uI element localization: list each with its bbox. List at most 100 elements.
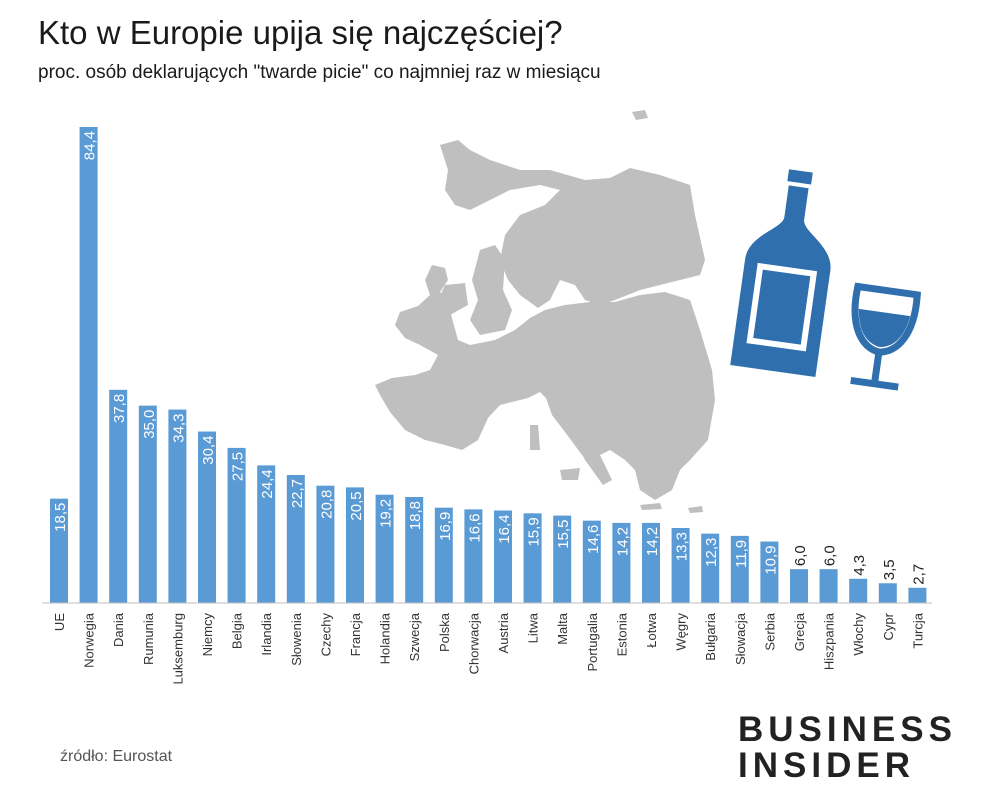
bar-value-label: 35,0 bbox=[141, 410, 158, 439]
logo-line-2: INSIDER bbox=[738, 746, 915, 785]
bar-value-label: 16,6 bbox=[466, 513, 483, 542]
bar-value-label: 6,0 bbox=[792, 545, 809, 566]
x-tick-label: Włochy bbox=[851, 613, 866, 656]
x-tick-label: Belgia bbox=[230, 612, 245, 649]
bar-irlandia bbox=[257, 465, 276, 603]
x-tick-label: Holandia bbox=[378, 612, 393, 664]
bar-value-label: 12,3 bbox=[703, 538, 720, 567]
bar-bułgaria bbox=[701, 533, 720, 603]
bar-serbia bbox=[760, 541, 779, 603]
wine-bottle-icon bbox=[730, 169, 831, 377]
bar-value-label: 18,5 bbox=[52, 503, 69, 532]
bar-value-label: 16,9 bbox=[437, 512, 454, 541]
x-tick-label: Grecja bbox=[792, 612, 807, 651]
bar-szwecja bbox=[405, 496, 424, 603]
x-tick-label: Francja bbox=[348, 612, 363, 656]
bar-słowenia bbox=[286, 474, 305, 603]
x-tick-label: Hiszpania bbox=[822, 612, 837, 670]
bar-value-label: 22,7 bbox=[289, 479, 306, 508]
x-tick-label: Estonia bbox=[614, 612, 629, 656]
x-tick-label: Czechy bbox=[318, 613, 333, 657]
bar-austria bbox=[494, 510, 512, 603]
source-note: źródło: Eurostat bbox=[60, 748, 173, 765]
bars-layer: 18,5 84,4 37,8 35,0 34,3 30,4 27,5 24,4 22,7 20,8… bbox=[50, 127, 927, 603]
business-insider-logo: BUSINESS INSIDER bbox=[738, 712, 957, 784]
bar-value-label: 18,8 bbox=[407, 501, 424, 530]
bar-value-label: 19,2 bbox=[378, 499, 395, 528]
chart-subtitle: proc. osób deklarujących "twarde picie" … bbox=[38, 62, 601, 83]
bar-value-label: 15,9 bbox=[526, 517, 543, 546]
bar-value-label: 27,5 bbox=[230, 452, 247, 481]
bar-value-label: 3,5 bbox=[881, 559, 898, 580]
x-tick-label: Węgry bbox=[674, 613, 689, 651]
bar-value-label: 37,8 bbox=[111, 394, 128, 423]
x-tick-label: Słowenia bbox=[289, 612, 304, 666]
bar-value-label: 30,4 bbox=[200, 436, 217, 465]
bar-value-label: 16,4 bbox=[496, 515, 513, 544]
x-tick-label: Niemcy bbox=[200, 613, 215, 657]
bar-value-label: 34,3 bbox=[170, 414, 187, 443]
bar-value-label: 11,9 bbox=[733, 540, 750, 568]
bar-chorwacja bbox=[464, 509, 483, 603]
bar-malta bbox=[553, 515, 572, 603]
bar-luksemburg bbox=[168, 409, 187, 603]
bar-value-label: 14,2 bbox=[614, 527, 631, 556]
bar-norwegia bbox=[79, 127, 98, 603]
bar-węgry bbox=[671, 527, 690, 603]
x-tick-label: Turcja bbox=[910, 612, 925, 648]
bar-holandia bbox=[375, 494, 394, 603]
bar-value-label: 20,5 bbox=[348, 491, 365, 520]
bar-francja bbox=[346, 487, 364, 603]
wine-glass-icon bbox=[850, 282, 921, 391]
x-tick-label: Szwecja bbox=[407, 612, 422, 661]
bar-polska bbox=[434, 507, 453, 603]
x-tick-label: Dania bbox=[111, 612, 126, 647]
x-tick-label: UE bbox=[52, 613, 67, 631]
bar-value-label: 84,4 bbox=[82, 131, 99, 160]
x-tick-label: Bułgaria bbox=[703, 612, 718, 660]
bar-rumunia bbox=[138, 405, 157, 603]
x-tick-label: Cypr bbox=[881, 612, 896, 640]
bar-dania bbox=[109, 389, 128, 603]
europe-map bbox=[375, 110, 715, 513]
x-tick-label: Litwa bbox=[526, 612, 541, 643]
bar-value-label: 13,3 bbox=[674, 532, 691, 561]
bar-value-label: 6,0 bbox=[822, 545, 839, 566]
x-tick-label: Luksemburg bbox=[170, 613, 185, 685]
x-tick-label: Łotwa bbox=[644, 612, 659, 647]
bar-value-label: 20,8 bbox=[318, 490, 335, 519]
bar-value-label: 24,4 bbox=[259, 469, 276, 498]
x-tick-label: Portugalia bbox=[585, 612, 600, 671]
bar-value-label: 2,7 bbox=[910, 564, 927, 585]
bar-value-label: 14,6 bbox=[585, 525, 602, 554]
bar-hiszpania bbox=[819, 569, 838, 603]
x-tick-label: Norwegia bbox=[82, 612, 97, 668]
bar-turcja bbox=[908, 587, 927, 603]
bar-value-label: 4,3 bbox=[851, 555, 868, 576]
bar-portugalia bbox=[582, 520, 601, 603]
x-tick-label: Chorwacja bbox=[466, 612, 481, 674]
x-tick-label: Słowacja bbox=[733, 612, 748, 665]
bar-słowacja bbox=[730, 535, 749, 603]
chart-title: Kto w Europie upija się najczęściej? bbox=[38, 14, 563, 51]
bar-estonia bbox=[612, 522, 631, 603]
x-tick-label: Malta bbox=[555, 612, 570, 645]
x-tick-labels: UE Norwegia Dania Rumunia Luksemburg Niemcy Be… bbox=[52, 612, 925, 684]
bar-grecja bbox=[790, 569, 808, 603]
bar-belgia bbox=[227, 447, 246, 603]
bar-litwa bbox=[523, 513, 542, 603]
x-tick-label: Serbia bbox=[762, 612, 777, 650]
bar-włochy bbox=[849, 578, 868, 603]
bar-value-label: 14,2 bbox=[644, 527, 661, 556]
bar-cypr bbox=[878, 583, 897, 603]
logo-line-1: BUSINESS bbox=[738, 710, 957, 749]
bar-value-label: 10,9 bbox=[762, 546, 779, 575]
bar-ue bbox=[50, 498, 68, 603]
bar-czechy bbox=[316, 485, 335, 603]
x-tick-label: Irlandia bbox=[259, 612, 274, 655]
x-tick-label: Polska bbox=[437, 612, 452, 652]
x-tick-label: Rumunia bbox=[141, 612, 156, 665]
bar-niemcy bbox=[198, 431, 216, 603]
bar-value-label: 15,5 bbox=[555, 520, 572, 549]
